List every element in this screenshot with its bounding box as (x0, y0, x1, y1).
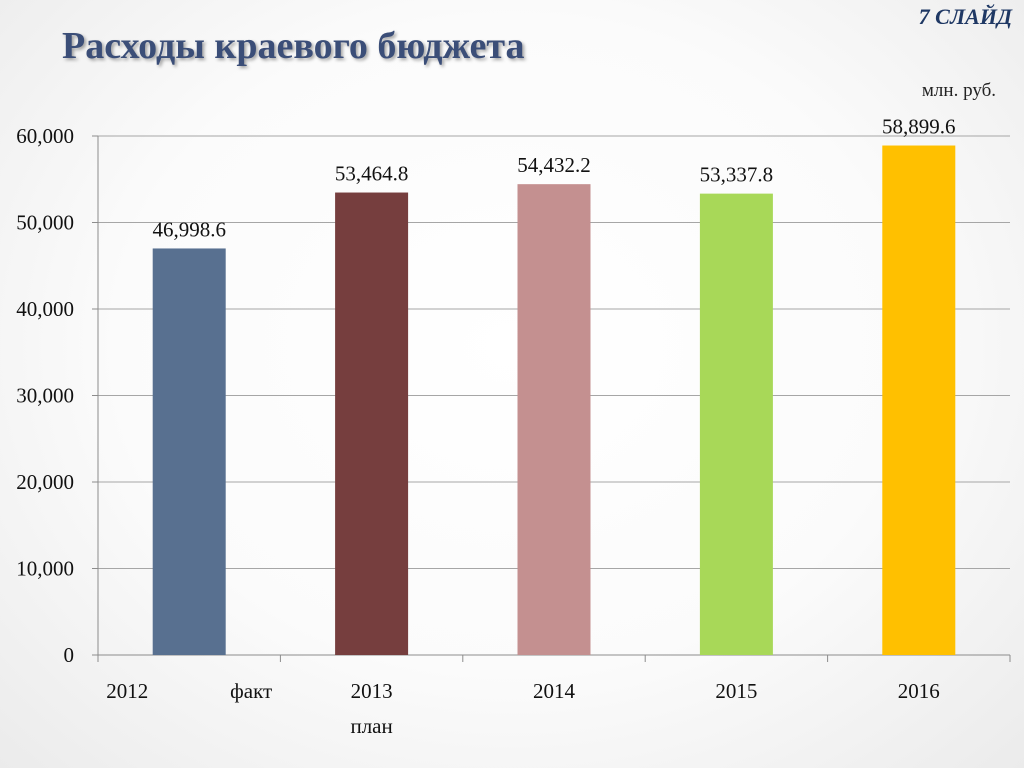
bar (699, 193, 773, 655)
y-tick-label: 0 (64, 643, 75, 667)
x-tick-label: 2015 (715, 679, 757, 703)
slide-number: 7 СЛАЙД (918, 4, 1012, 29)
data-label: 53,337.8 (700, 163, 774, 187)
x-tick-label: 2012 (106, 679, 148, 703)
x-tick-label: 2016 (898, 679, 940, 703)
slide-title: Расходы краевого бюджета (62, 25, 525, 67)
y-tick-label: 50,000 (16, 211, 74, 235)
unit-label: млн. руб. (921, 80, 996, 101)
y-tick-label: 10,000 (16, 557, 74, 581)
x-tick-label: факт (230, 679, 272, 703)
y-tick-label: 20,000 (16, 470, 74, 494)
y-tick-label: 60,000 (16, 124, 74, 148)
bar (335, 192, 409, 655)
data-label: 46,998.6 (152, 217, 226, 241)
bar (882, 145, 956, 655)
bar (152, 248, 226, 656)
y-tick-label: 40,000 (16, 297, 74, 321)
data-label: 53,464.8 (335, 162, 409, 186)
y-tick-label: 30,000 (16, 384, 74, 408)
x-tick-label: план (350, 714, 392, 738)
bar (517, 184, 591, 655)
x-tick-label: 2014 (533, 679, 576, 703)
x-tick-label: 2013 (351, 679, 393, 703)
data-label: 58,899.6 (882, 115, 956, 139)
data-label: 54,432.2 (517, 153, 591, 177)
